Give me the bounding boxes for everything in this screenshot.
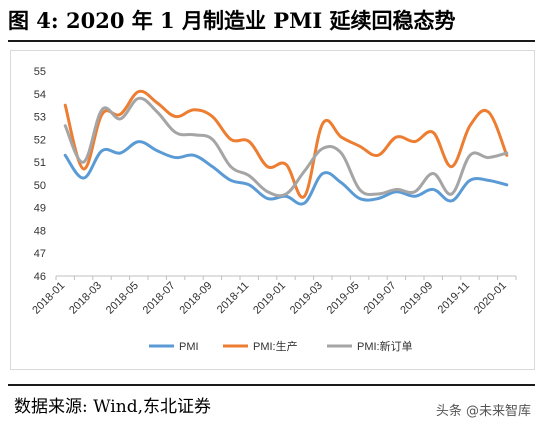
y-tick-label: 46 [34, 271, 46, 283]
x-tick-label: 2019-09 [398, 280, 435, 317]
watermark: 头条 @未来智库 [435, 404, 531, 419]
legend-label-3: PMI:新订单 [357, 339, 413, 353]
x-tick-label: 2018-05 [104, 280, 141, 317]
x-tick-label: 2019-01 [251, 280, 288, 317]
data-source: 数据来源: Wind,东北证券 [14, 397, 211, 417]
y-tick-label: 49 [34, 203, 46, 215]
series-line-3 [63, 96, 509, 198]
x-tick-label: 2019-07 [361, 280, 398, 317]
legend-label-2: PMI:生产 [253, 339, 298, 353]
y-tick-label: 48 [34, 225, 46, 237]
y-tick-label: 50 [34, 180, 46, 192]
x-tick-label: 2018-11 [215, 280, 251, 316]
y-tick-label: 55 [34, 66, 46, 78]
series-line-2 [63, 89, 509, 199]
x-tick-label: 2019-11 [436, 280, 472, 316]
y-tick-label: 47 [34, 248, 46, 260]
series-layer [63, 89, 509, 206]
chart-container: 46 47 48 49 50 51 52 53 54 55 2018-01 2018-03 2018-0… [10, 50, 535, 370]
x-tick-label: 2019-03 [288, 280, 325, 317]
x-tick-label: 2018-09 [177, 280, 214, 317]
x-tick-label: 2020-01 [472, 280, 509, 317]
title-divider [8, 40, 535, 42]
footer-divider [8, 384, 535, 386]
series-line-1 [63, 140, 509, 206]
y-tick-label: 52 [34, 134, 46, 146]
y-tick-label: 51 [34, 157, 46, 169]
x-tick-label: 2018-03 [67, 280, 104, 317]
chart-title: 图 4: 2020 年 1 月制造业 PMI 延续回稳态势 [8, 8, 456, 33]
legend: PMI PMI:生产 PMI:新订单 [149, 339, 413, 353]
legend-label-1: PMI [179, 341, 199, 353]
y-tick-label: 54 [34, 89, 46, 101]
x-tick-label: 2018-07 [141, 280, 178, 317]
y-tick-label: 53 [34, 112, 46, 124]
x-tick-label: 2019-05 [325, 280, 362, 317]
x-tick-label: 2018-01 [30, 280, 67, 317]
